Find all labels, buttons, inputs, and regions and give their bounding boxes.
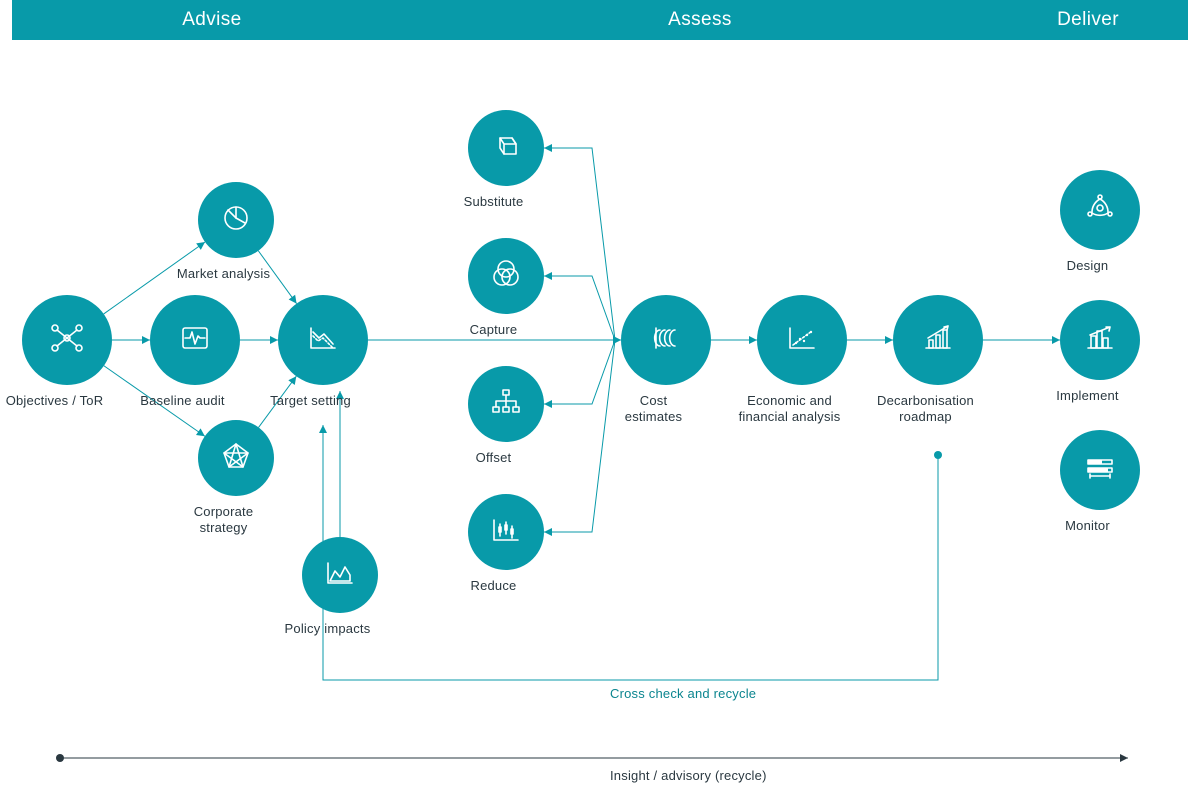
node-capture: Capture [468,238,544,338]
node-monitor: Monitor [1060,430,1140,534]
objectives-network-icon [47,318,87,363]
node-design: Design [1060,170,1140,274]
node-objectives-label: Objectives / ToR [0,393,125,409]
baseline-ecg-icon [175,318,215,363]
node-substitute-label: Substitute [431,194,557,210]
feedback-loop-label: Cross check and recycle [610,686,756,701]
node-roadmap-circle [893,295,983,385]
corporate-pentagon-icon [216,436,256,481]
node-cost-label: Cost estimates [584,393,724,426]
node-policy-label: Policy impacts [265,621,391,637]
target-trend-icon [303,318,343,363]
node-monitor-label: Monitor [1023,518,1153,534]
node-reduce-label: Reduce [431,578,557,594]
node-econ: Economic and financial analysis [757,295,847,426]
node-offset-circle [468,366,544,442]
phase-advise-label: Advise [182,9,241,31]
node-objectives: Objectives / ToR [22,295,112,409]
node-substitute: Substitute [468,110,544,210]
econ-scatter-icon [782,318,822,363]
node-market-circle [198,182,274,258]
node-cost-circle [621,295,711,385]
node-objectives-circle [22,295,112,385]
substitute-box3d-icon [486,126,526,171]
node-substitute-circle [468,110,544,186]
market-pie-icon [216,198,256,243]
node-monitor-circle [1060,430,1140,510]
node-design-label: Design [1023,258,1153,274]
node-cost: Cost estimates [621,295,711,426]
node-target-circle [278,295,368,385]
node-market: Market analysis [198,182,274,282]
node-policy: Policy impacts [302,537,378,637]
node-implement-circle [1060,300,1140,380]
phase-assess-label: Assess [668,9,732,31]
roadmap-bars_up-icon [918,318,958,363]
monitor-gauge-icon [1080,448,1120,493]
node-policy-circle [302,537,378,613]
node-capture-label: Capture [431,322,557,338]
phase-assess: Assess [412,0,988,40]
node-roadmap: Decarbonisation roadmap [893,295,983,426]
node-implement-label: Implement [1023,388,1153,404]
phase-deliver: Deliver [988,0,1188,40]
node-econ-label: Economic and financial analysis [720,393,860,426]
node-corporate: Corporate strategy [198,420,274,537]
phase-advise: Advise [12,0,412,40]
node-target: Target setting [278,295,368,409]
node-econ-circle [757,295,847,385]
insight-axis-label: Insight / advisory (recycle) [610,768,767,783]
implement-building-icon [1080,318,1120,363]
node-corporate-label: Corporate strategy [161,504,287,537]
reduce-candles-icon [486,510,526,555]
node-baseline: Baseline audit [150,295,240,409]
node-roadmap-label: Decarbonisation roadmap [856,393,996,426]
cost-columns-icon [646,318,686,363]
node-target-label: Target setting [241,393,381,409]
phase-header-bar: Advise Assess Deliver [12,0,1188,40]
node-baseline-circle [150,295,240,385]
policy-area-icon [320,553,360,598]
node-market-label: Market analysis [161,266,287,282]
design-atom-icon [1080,188,1120,233]
phase-deliver-label: Deliver [1057,9,1119,31]
node-offset-label: Offset [431,450,557,466]
node-corporate-circle [198,420,274,496]
node-design-circle [1060,170,1140,250]
offset-orgchart-icon [486,382,526,427]
node-capture-circle [468,238,544,314]
node-reduce-circle [468,494,544,570]
node-reduce: Reduce [468,494,544,594]
node-offset: Offset [468,366,544,466]
node-implement: Implement [1060,300,1140,404]
node-baseline-label: Baseline audit [113,393,253,409]
capture-venn-icon [486,254,526,299]
